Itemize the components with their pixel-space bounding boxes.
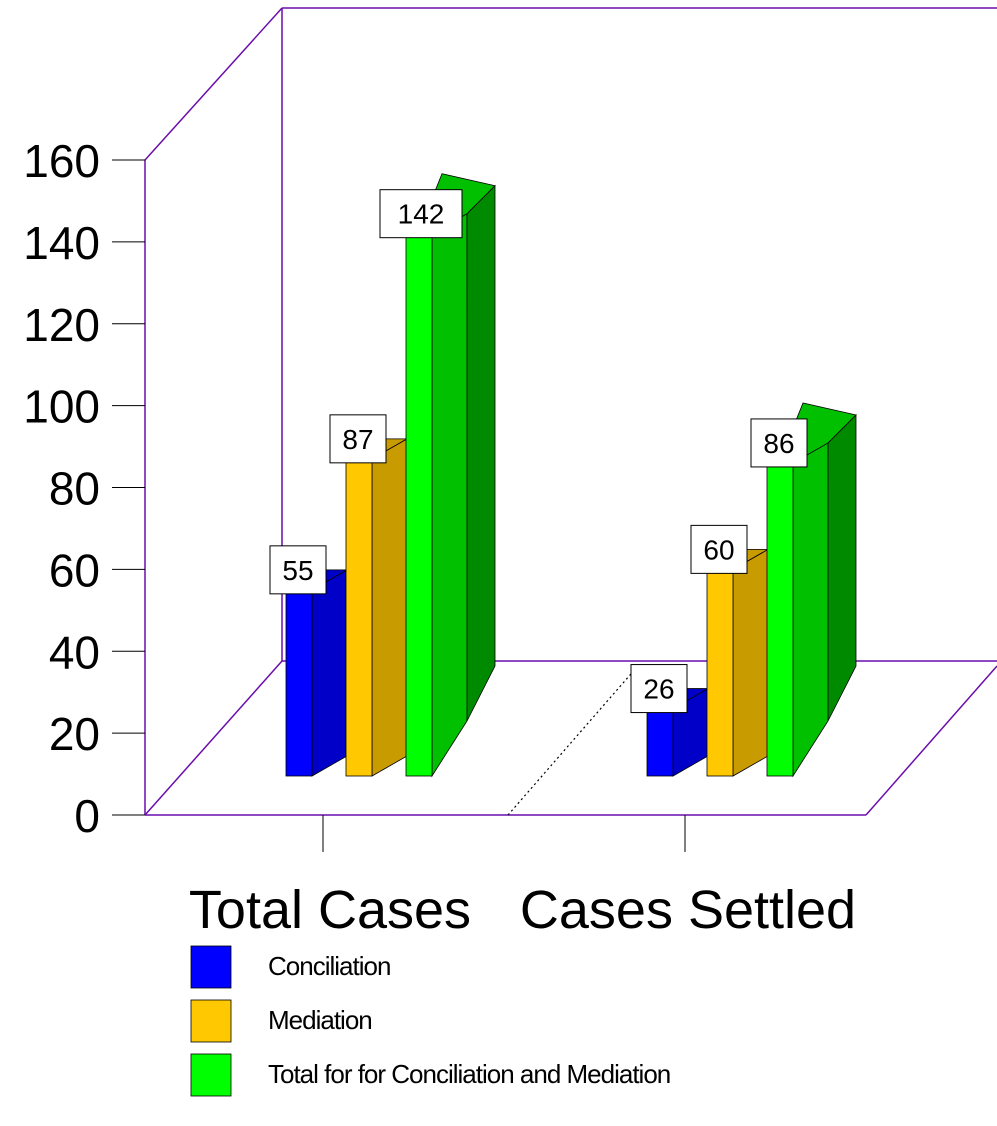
data-label-box [329,414,387,464]
legend-swatch [190,1053,232,1097]
y-tick-label: 60 [49,544,100,596]
legend-label: Mediation [268,1005,372,1035]
data-label: 55 [269,545,327,595]
data-label-value: 55 [282,555,313,586]
bar-front-face [706,568,734,777]
data-label-box [690,524,748,574]
data-label-box [269,545,327,595]
category-label: Total Cases [189,880,471,940]
legend: Conciliation Mediation Total for for Conci… [190,945,671,1097]
category-divider-dotted [507,666,638,816]
bar-side-face [311,569,348,777]
y-tick-label: 100 [23,381,100,433]
bar-front-face [405,233,433,777]
y-tick-label: 20 [49,708,100,760]
data-label: 60 [690,524,748,574]
bar-back-face [827,413,857,722]
bar-side-face [792,442,831,778]
floor-left-diagonal [144,660,283,816]
legend-swatch [190,945,232,989]
floor-right-diagonal [865,665,997,816]
chart-frame [144,7,997,816]
y-tick-label: 140 [23,217,100,269]
legend-swatch [190,999,232,1043]
data-label: 26 [630,664,688,714]
bar-front-face [646,708,674,777]
data-label: 86 [750,418,808,468]
data-label-value: 142 [398,199,445,230]
bar-front-face [345,458,373,777]
bar-side-face [431,212,470,778]
data-label-value: 86 [763,428,794,459]
bar-series: 55 87 142 26 60 86 [269,173,857,778]
bar [405,173,496,778]
data-label-value: 60 [703,534,734,565]
y-tick-label: 160 [23,135,100,187]
y-tick-label: 0 [74,790,100,842]
legend-label: Conciliation [268,951,390,981]
data-label-box [379,189,463,239]
frame-top-diagonal [144,7,283,161]
bar-side-face [732,548,769,777]
data-label-box [630,664,688,714]
bar [284,569,349,777]
y-axis-ticks: 0 20 40 60 80 100 120 140 160 [23,135,145,842]
data-label-box [750,418,808,468]
data-label: 142 [379,189,463,239]
data-label-value: 87 [342,424,373,455]
bar [766,402,857,778]
bar-back-face [466,184,496,722]
category-label: Cases Settled [520,880,856,940]
y-tick-label: 80 [49,463,100,515]
bar [705,548,770,777]
x-axis-categories: Total Cases Cases Settled [189,815,856,940]
data-label-value: 26 [643,674,674,705]
legend-label: Total for for Conciliation and Mediation [268,1059,670,1089]
bar-front-face [285,589,313,777]
y-tick-label: 40 [49,626,100,678]
bar [344,438,409,777]
data-label: 87 [329,414,387,464]
bar-side-face [371,438,408,777]
y-tick-label: 120 [23,299,100,351]
bar-front-face [766,462,794,777]
